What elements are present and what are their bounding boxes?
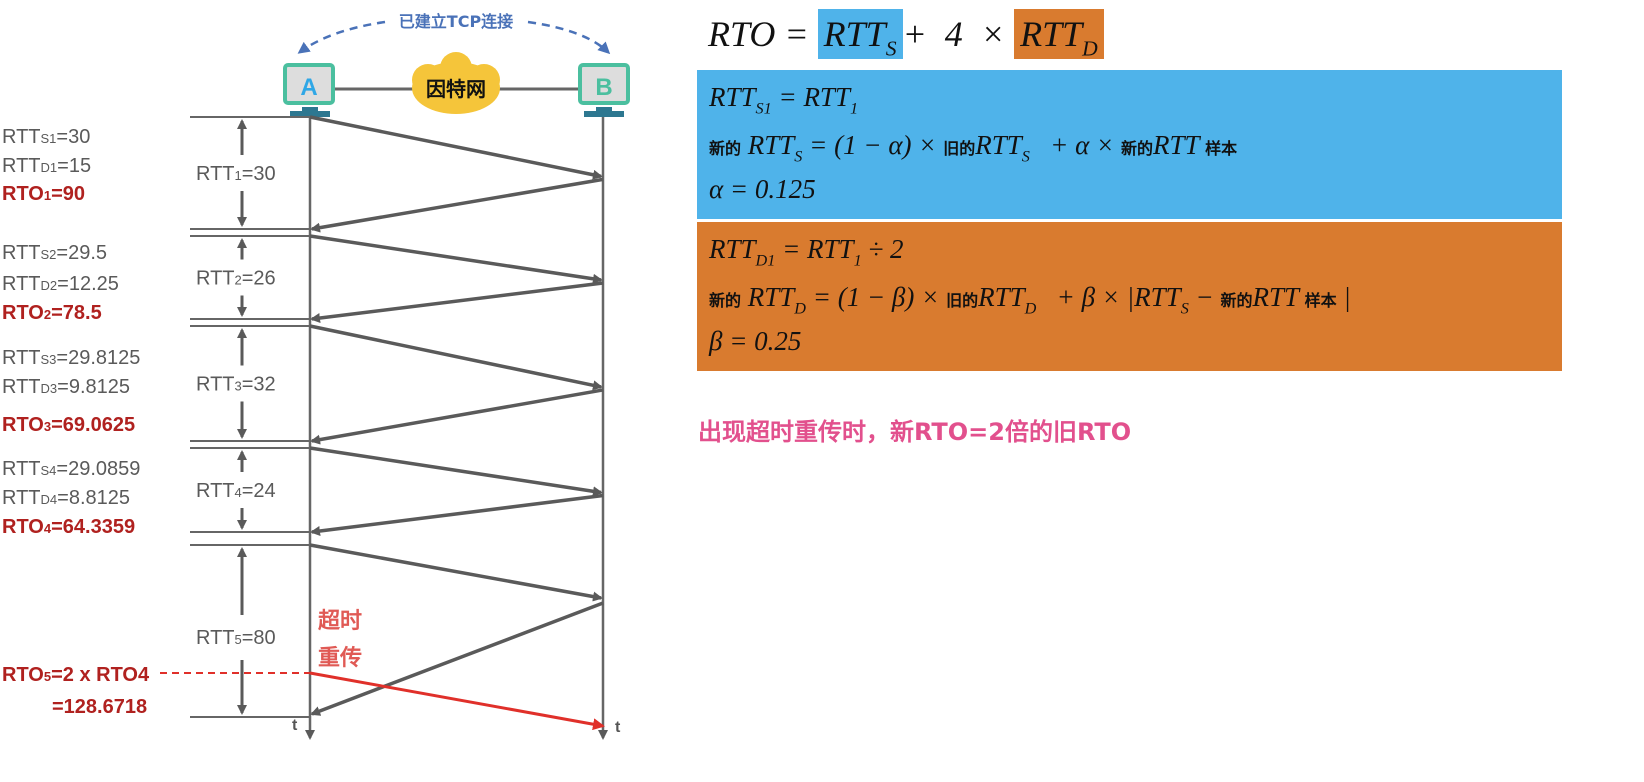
time-axis-label-b: t <box>615 719 621 736</box>
rto5-value: =128.6718 <box>52 696 147 718</box>
segment-arrow <box>309 446 603 497</box>
rto-formula: RTO = RTTS + 4 × RTTD <box>708 8 1104 61</box>
retransmission-arrow <box>309 671 605 731</box>
timeout-rule-note: 出现超时重传时，新RTO=2倍的旧RTO <box>698 418 1132 446</box>
connection-arrow <box>527 20 611 55</box>
rtts-highlight: RTTS <box>817 9 903 61</box>
internet-label: 因特网 <box>426 77 486 101</box>
timeout-label: 超时重传 <box>318 609 362 671</box>
rtts-value: RTTS4=29.0859 <box>2 458 140 480</box>
ack-arrow <box>310 388 604 445</box>
rto-value: RTO1=90 <box>2 183 85 205</box>
rtts-value: RTTS2=29.5 <box>2 242 107 264</box>
rttd-value: RTTD1=15 <box>2 155 91 177</box>
time-axis-label-a: t <box>292 717 298 734</box>
ack-arrow <box>310 493 604 536</box>
ack-arrow <box>310 601 604 716</box>
segment-arrow <box>309 543 603 602</box>
rtt-sample-label: RTT3=32 <box>196 374 276 396</box>
host-b-label: B <box>595 74 612 101</box>
rttd-value: RTTD2=12.25 <box>2 273 119 295</box>
rtts-panel: RTTS1 = RTT1 新的 RTTS = (1 − α) × 旧的RTTS … <box>697 70 1562 219</box>
connection-arrow <box>297 20 386 54</box>
segment-arrow <box>309 324 603 391</box>
segment-arrow <box>309 115 603 180</box>
ack-arrow <box>310 177 604 233</box>
ack-arrow <box>310 281 604 323</box>
rtts-value: RTTS3=29.8125 <box>2 347 140 369</box>
connection-label: 已建立TCP连接 <box>399 12 513 31</box>
rttd-value: RTTD3=9.8125 <box>2 376 130 398</box>
rtt-sample-label: RTT2=26 <box>196 268 276 290</box>
rto-value: RTO4=64.3359 <box>2 516 135 538</box>
rtt-sample-label: RTT5=80 <box>196 627 276 649</box>
rtt-sample-label: RTT1=30 <box>196 163 276 185</box>
rttd-value: RTTD4=8.8125 <box>2 487 130 509</box>
host-b-computer-icon: B <box>578 63 630 117</box>
rttd-panel: RTTD1 = RTT1 ÷ 2 新的 RTTD = (1 − β) × 旧的R… <box>697 222 1562 371</box>
rto-value: RTO3=69.0625 <box>2 414 135 436</box>
internet-cloud-icon: 因特网 <box>412 52 500 114</box>
host-a-label: A <box>300 74 317 101</box>
host-a-computer-icon: A <box>283 63 335 117</box>
rtt-sample-label: RTT4=24 <box>196 480 276 502</box>
rtts-value: RTTS1=30 <box>2 126 90 148</box>
segment-arrow <box>309 234 603 284</box>
rto5-label: RTO5=2 x RTO4 <box>2 664 150 686</box>
rto-value: RTO2=78.5 <box>2 302 102 324</box>
rttd-highlight: RTTD <box>1014 9 1104 61</box>
